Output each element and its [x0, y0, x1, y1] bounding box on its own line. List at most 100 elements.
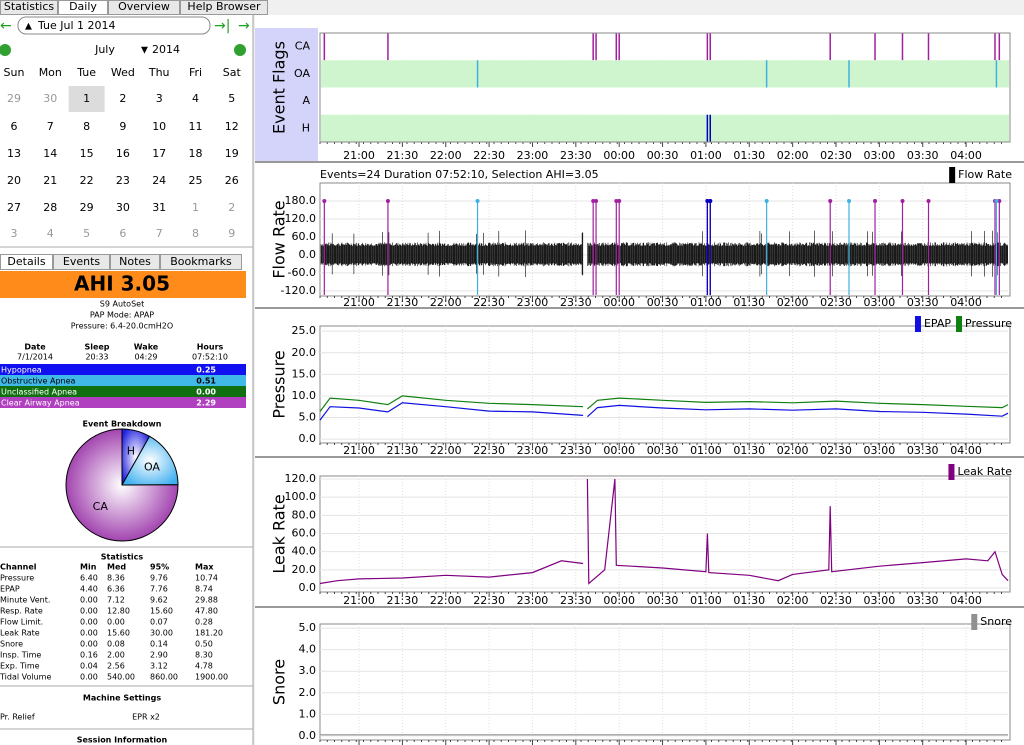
stats-cell: 0.28 — [195, 618, 213, 627]
day[interactable]: 28 — [43, 201, 57, 214]
jump-end[interactable]: →| — [214, 18, 230, 34]
x-tick-label: 23:00 — [517, 594, 549, 607]
day[interactable]: 29 — [80, 201, 94, 214]
day[interactable]: 4 — [47, 227, 54, 240]
day[interactable]: 23 — [116, 174, 130, 187]
day[interactable]: 15 — [80, 147, 94, 160]
series-line — [319, 395, 1009, 412]
x-tick-label: 01:30 — [733, 444, 765, 457]
flow-event-dot — [614, 198, 619, 203]
day[interactable]: 5 — [83, 227, 90, 240]
stats-cell: Insp. Time — [0, 651, 41, 660]
detail-tab[interactable] — [110, 254, 160, 270]
day[interactable]: 27 — [7, 201, 21, 214]
weekday: Fri — [189, 66, 202, 79]
day[interactable]: 9 — [119, 120, 126, 133]
stats-cell: 9.76 — [150, 574, 168, 583]
stats-cell: 4.40 — [80, 585, 98, 594]
day[interactable]: 1 — [192, 201, 199, 214]
tab[interactable] — [0, 0, 58, 15]
day[interactable]: 21 — [43, 174, 57, 187]
day[interactable]: 14 — [43, 147, 57, 160]
stats-cell: 0.00 — [80, 629, 98, 638]
stats-cell: 0.16 — [80, 651, 98, 660]
x-tick-label: 21:00 — [343, 296, 375, 309]
day[interactable]: 7 — [156, 227, 163, 240]
day[interactable]: 3 — [156, 92, 163, 105]
stats-header: Max — [195, 563, 214, 572]
y-axis-title: Snore — [270, 659, 289, 705]
stats-cell: 0.14 — [150, 640, 168, 649]
day[interactable]: 16 — [116, 147, 130, 160]
day[interactable]: 8 — [83, 120, 90, 133]
stats-cell: 30.00 — [150, 629, 173, 638]
stats-cell: 4.78 — [195, 662, 213, 671]
flow-event-dot — [764, 198, 769, 203]
flow-event-dot — [847, 198, 852, 203]
day[interactable]: 13 — [7, 147, 21, 160]
day[interactable]: 8 — [192, 227, 199, 240]
day[interactable]: 20 — [7, 174, 21, 187]
stats-cell: 47.80 — [195, 607, 218, 616]
plot-frame — [319, 325, 1011, 444]
day[interactable]: 5 — [228, 92, 235, 105]
day[interactable]: 1 — [83, 92, 90, 105]
prev-day[interactable]: ← — [0, 18, 12, 34]
x-tick-label: 04:00 — [950, 594, 982, 607]
day[interactable]: 3 — [11, 227, 18, 240]
flag-name: H — [302, 121, 310, 134]
x-tick-label: 00:00 — [603, 296, 635, 309]
tab[interactable] — [58, 0, 108, 15]
pie-label: H — [127, 444, 135, 457]
day[interactable]: 11 — [189, 120, 203, 133]
day[interactable]: 2 — [119, 92, 126, 105]
x-tick-label: 02:30 — [820, 149, 852, 162]
x-tick-label: 01:30 — [733, 296, 765, 309]
day[interactable]: 6 — [119, 227, 126, 240]
day[interactable]: 4 — [192, 92, 199, 105]
x-tick-label: 23:00 — [517, 444, 549, 457]
flow-event-dot — [828, 198, 833, 203]
legend-swatch — [971, 614, 978, 630]
stats-cell: 0.07 — [150, 618, 168, 627]
date-box[interactable] — [17, 16, 211, 35]
day[interactable]: 24 — [152, 174, 166, 187]
y-tick-label: 2.0 — [299, 686, 317, 699]
day[interactable]: 31 — [152, 201, 166, 214]
next-day[interactable]: → — [238, 18, 250, 34]
plot-frame — [319, 623, 1011, 741]
detail-tab[interactable] — [0, 254, 53, 270]
prev-month[interactable] — [0, 44, 11, 56]
day[interactable]: 26 — [225, 174, 239, 187]
day[interactable]: 9 — [228, 227, 235, 240]
detail-tab[interactable] — [53, 254, 110, 270]
x-tick-label: 01:00 — [690, 149, 722, 162]
y-tick-label: 120.0 — [285, 472, 317, 485]
x-tick-label: 02:30 — [820, 296, 852, 309]
day[interactable]: 10 — [152, 120, 166, 133]
day[interactable]: 30 — [116, 201, 130, 214]
day[interactable]: 18 — [189, 147, 203, 160]
next-month[interactable] — [234, 44, 246, 56]
x-tick-label: 22:30 — [473, 444, 505, 457]
day[interactable]: 22 — [80, 174, 94, 187]
stats-cell: 0.00 — [80, 607, 98, 616]
day[interactable]: 19 — [225, 147, 239, 160]
day[interactable]: 6 — [11, 120, 18, 133]
day[interactable]: 2 — [228, 201, 235, 214]
tab[interactable] — [108, 0, 180, 15]
detail-tab[interactable] — [160, 254, 242, 270]
x-tick-label: 22:00 — [430, 594, 462, 607]
y-tick-label: 3.0 — [299, 664, 317, 677]
day[interactable]: 12 — [225, 120, 239, 133]
y-tick-label: 0.0 — [299, 248, 317, 261]
day[interactable]: 30 — [43, 92, 57, 105]
day[interactable]: 25 — [189, 174, 203, 187]
day[interactable]: 29 — [7, 92, 21, 105]
tab[interactable] — [180, 0, 268, 15]
x-tick-label: 01:30 — [733, 594, 765, 607]
day[interactable]: 17 — [152, 147, 166, 160]
day[interactable]: 7 — [47, 120, 54, 133]
device-line: Pressure: 6.4-20.0cmH2O — [71, 322, 173, 331]
ahi-box — [0, 271, 246, 298]
